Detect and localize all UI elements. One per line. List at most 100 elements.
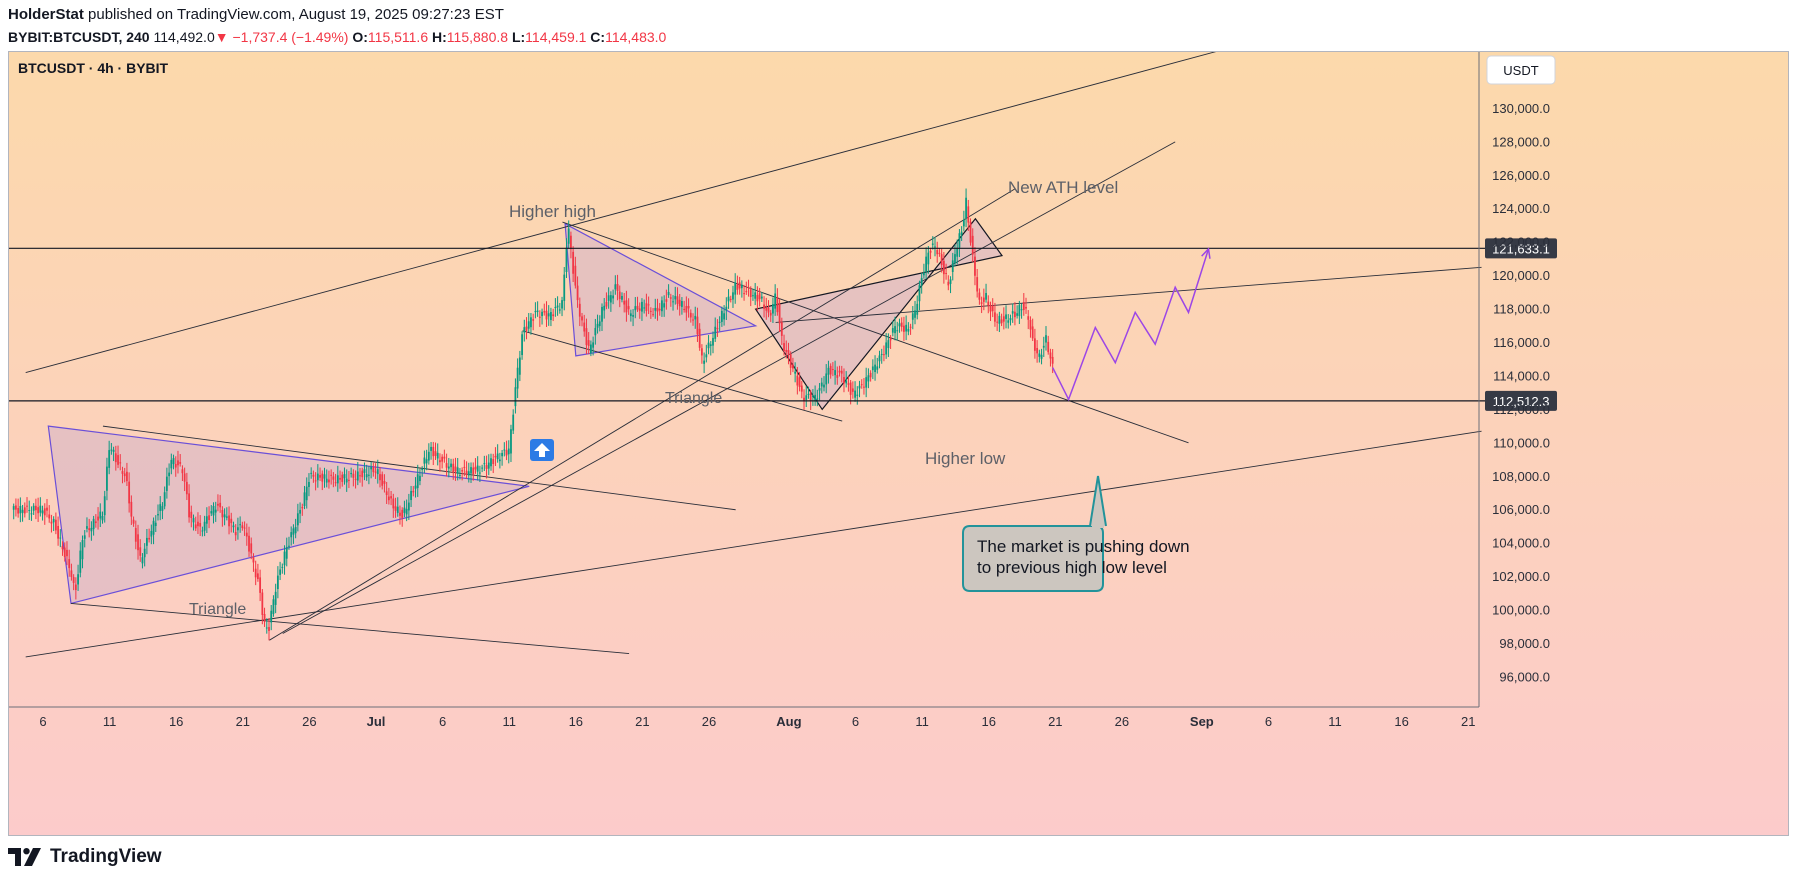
x-tick-label: 16 — [169, 714, 183, 729]
tradingview-logo[interactable]: TradingView — [8, 846, 162, 868]
candle-body — [117, 455, 119, 465]
candle-body — [916, 303, 919, 315]
candle-body — [1027, 316, 1030, 320]
trendline-5 — [70, 602, 630, 655]
candle — [447, 457, 450, 478]
candle-body — [421, 468, 424, 470]
candle — [612, 289, 614, 305]
candle-body — [383, 481, 386, 484]
candle — [194, 516, 197, 532]
candle — [616, 274, 619, 301]
candle — [232, 521, 235, 533]
candle-body — [616, 283, 619, 291]
candle-body — [734, 282, 737, 295]
candle — [811, 389, 814, 406]
candle — [250, 537, 253, 560]
candle — [498, 452, 501, 469]
candle — [332, 472, 335, 488]
candle-body — [594, 327, 597, 336]
candle-body — [929, 250, 932, 253]
candle — [763, 296, 765, 318]
author-name[interactable]: HolderStat — [8, 6, 84, 23]
chart-frame[interactable]: 121,633.1 112,512.3 Higher high New ATH le… — [8, 51, 1789, 836]
candle — [951, 252, 954, 281]
candle-body — [532, 319, 535, 321]
candle — [665, 289, 668, 310]
candle — [940, 248, 943, 273]
tv-logo-icon — [8, 848, 41, 866]
candle — [780, 317, 783, 345]
candle-body — [72, 577, 75, 583]
candle-body — [785, 349, 788, 352]
candle — [425, 449, 428, 471]
candle-body — [694, 315, 697, 320]
candle-body — [656, 307, 659, 312]
candle-body — [931, 243, 934, 245]
candle — [72, 574, 75, 591]
trendline-1 — [25, 52, 1217, 374]
candle-body — [243, 527, 246, 529]
candle-body — [48, 514, 51, 519]
candle-body — [541, 311, 543, 317]
candle — [139, 539, 142, 562]
candle-body — [565, 247, 568, 272]
candle-body — [379, 474, 381, 481]
candle-body — [942, 260, 945, 275]
candle-body — [825, 373, 828, 385]
candle-body — [230, 518, 233, 524]
candle-body — [43, 508, 46, 516]
candle-body — [709, 344, 712, 347]
candle-body — [556, 305, 559, 308]
candle — [683, 300, 686, 313]
candle-body — [978, 292, 981, 300]
candle-body — [145, 537, 148, 546]
candle — [609, 291, 612, 312]
y-tick-label: 98,000.0 — [1499, 636, 1550, 651]
candle-body — [174, 463, 177, 468]
candle — [108, 440, 111, 475]
candle-body — [141, 557, 144, 564]
candle — [1042, 336, 1045, 357]
y-tick-label: 126,000.0 — [1492, 168, 1550, 183]
candle-body — [958, 233, 961, 248]
ohlc-legend: BYBIT:BTCUSDT, 240 114,492.0▼ −1,737.4 (… — [8, 29, 666, 45]
candle — [512, 409, 515, 435]
candle-body — [225, 516, 228, 518]
candle-body — [376, 469, 379, 475]
candle-body — [341, 474, 344, 482]
candle-body — [394, 506, 397, 511]
candle — [989, 301, 992, 322]
candle-body — [767, 307, 770, 313]
candle-body — [132, 519, 135, 524]
candle — [931, 236, 934, 250]
candle — [792, 357, 794, 373]
candle-body — [858, 385, 861, 389]
candle-body — [936, 250, 939, 255]
candle — [410, 485, 412, 508]
candle-body — [914, 310, 916, 318]
candle — [982, 288, 985, 311]
candle — [261, 589, 264, 625]
candle — [90, 521, 93, 541]
candle-body — [290, 532, 293, 538]
candle — [558, 302, 561, 314]
candle — [687, 298, 690, 318]
candle — [276, 566, 279, 599]
candle-body — [563, 274, 566, 301]
candle — [501, 450, 503, 466]
candle — [960, 226, 963, 242]
trendline-2 — [25, 430, 1482, 658]
candle-body — [430, 446, 432, 451]
level-price-tag-1 — [1485, 238, 1557, 259]
candle-body — [68, 559, 71, 569]
candle — [345, 469, 348, 492]
candle-body — [900, 322, 903, 327]
price-chart[interactable]: 121,633.1 112,512.3 Higher high New ATH le… — [9, 52, 1789, 836]
candle — [283, 545, 286, 575]
candle-body — [77, 574, 79, 585]
callout-box: The market is pushing down to previous hi… — [962, 475, 1190, 592]
candle-body — [496, 453, 499, 460]
candle — [137, 524, 139, 560]
candle-body — [803, 397, 805, 401]
candle — [563, 267, 566, 311]
